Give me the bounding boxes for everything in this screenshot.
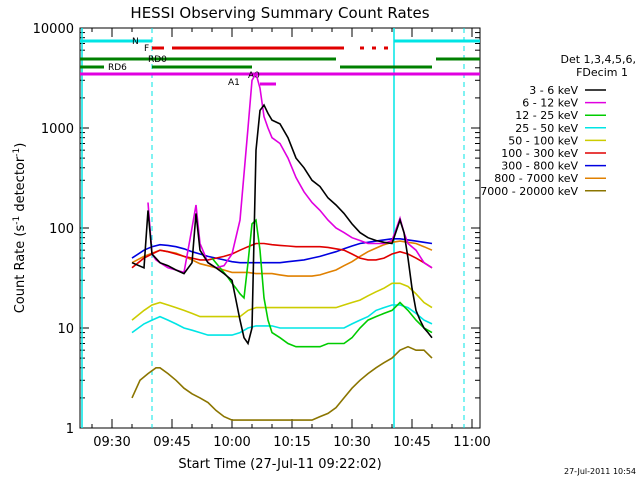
x-tick-label: 10:15: [273, 435, 310, 450]
flag-label-rd0: RD0: [148, 55, 167, 65]
x-tick-label: 09:30: [93, 435, 130, 450]
x-tick-label: 11:00: [453, 435, 490, 450]
legend-entry-label: 25 - 50 keV: [515, 122, 578, 135]
series-line: [131, 304, 433, 336]
legend-entry-label: 50 - 100 keV: [508, 134, 578, 147]
generation-timestamp: 27-Jul-2011 10:54: [564, 467, 636, 476]
legend-entry-label: 300 - 800 keV: [501, 160, 578, 173]
series-line: [131, 103, 433, 346]
x-axis-label: Start Time (27-Jul-11 09:22:02): [178, 457, 381, 472]
x-tick-label: 10:00: [213, 435, 250, 450]
series-line: [131, 238, 433, 264]
flag-label-n: N: [132, 37, 139, 47]
legend-header-decimation: FDecim 1: [576, 66, 628, 79]
legend-entry-label: 6 - 12 keV: [522, 97, 578, 110]
chart-title: HESSI Observing Summary Count Rates: [130, 4, 429, 22]
legend-entry-label: 800 - 7000 keV: [494, 172, 578, 185]
plot-frame: [79, 27, 481, 429]
series-line: [131, 282, 433, 321]
y-tick-label: 1000: [41, 122, 74, 137]
flag-label-rd6: RD6: [108, 63, 127, 73]
legend-header-detectors: Det 1,3,4,5,6,: [560, 53, 636, 66]
legend-entry-label: 7000 - 20000 keV: [480, 185, 578, 198]
x-tick-label: 10:30: [333, 435, 370, 450]
series-line: [131, 242, 433, 269]
y-tick-label: 10000: [33, 22, 74, 37]
x-tick-label: 10:45: [393, 435, 430, 450]
legend-entry-label: 3 - 6 keV: [529, 84, 578, 97]
x-tick-label: 09:45: [153, 435, 190, 450]
series-line: [131, 345, 433, 421]
series-line: [147, 71, 433, 274]
legend-entry-label: 100 - 300 keV: [501, 147, 578, 160]
flag-label-a1: A1: [228, 78, 240, 88]
series-line: [211, 218, 433, 348]
y-tick-label: 100: [49, 222, 74, 237]
y-axis-label: Count Rate (s-1 detector-1): [12, 143, 28, 314]
flag-label-f: F: [144, 44, 149, 54]
legend-entry-label: 12 - 25 keV: [515, 109, 578, 122]
plot-area: 1 10 100 1000 10000 09:30 09:45 10:00 10:15 10:30…: [33, 22, 491, 450]
y-tick-label: 10: [57, 322, 74, 337]
y-tick-label: 1: [66, 422, 74, 437]
